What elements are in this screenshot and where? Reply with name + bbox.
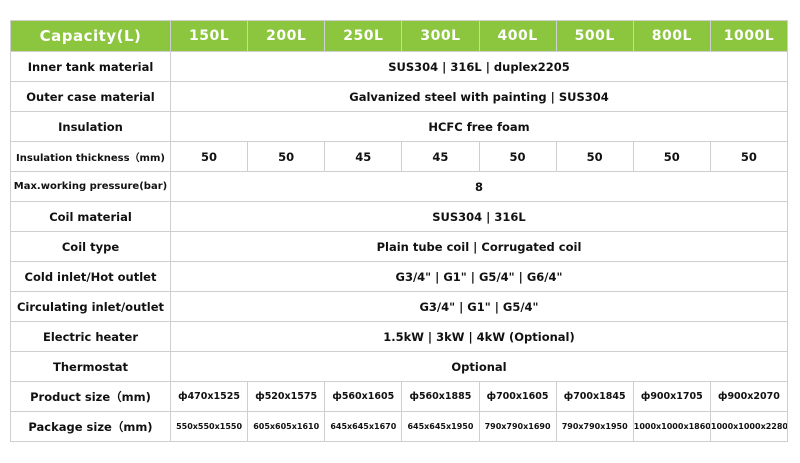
row-label-thermostat: Thermostat [10,351,171,382]
row-value-heater: 1.5kW | 3kW | 4kW (Optional) [170,321,788,352]
row-label-package-size: Package size（mm) [10,411,171,442]
row-value-cold-inlet: G3/4" | G1" | G5/4" | G6/4" [170,261,788,292]
row-label-insulation-thickness: Insulation thickness（mm) [10,141,171,172]
cell-value: ф900x1705 [632,381,711,412]
row-label-insulation: Insulation [10,111,171,142]
row-value-coil-type: Plain tube coil | Corrugated coil [170,231,788,262]
cell-value: ф520x1575 [247,381,326,412]
cell-value: 50 [169,141,249,172]
table-row: Coil type Plain tube coil | Corrugated c… [10,231,788,262]
table-row: Max.working pressure(bar) 8 [10,171,788,202]
row-label-max-pressure: Max.working pressure(bar) [10,171,171,202]
size-header: 300L [401,20,480,52]
cell-value: 45 [324,141,403,172]
row-value-coil-material: SUS304 | 316L [170,201,788,232]
row-label-coil-type: Coil type [10,231,171,262]
size-header: 150L [169,20,249,52]
cell-value: 790x790x1690 [478,411,557,442]
row-label-product-size: Product size（mm) [10,381,171,412]
table-row: Coil material SUS304 | 316L [10,201,788,232]
header-row: Capacity(L) 150L 200L 250L 300L 400L 500… [10,20,789,52]
row-label-coil-material: Coil material [10,201,171,232]
row-value-insulation: HCFC free foam [170,111,788,142]
cell-value: ф700x1845 [555,381,634,412]
cell-value: 645x645x1670 [324,411,403,442]
cell-value: ф560x1605 [324,381,403,412]
cell-value: 1000x1000x2280 [709,411,789,442]
capacity-header: Capacity(L) [10,20,171,52]
cell-value: 50 [478,141,557,172]
size-header: 800L [632,20,711,52]
table-row: Inner tank material SUS304 | 316L | dupl… [10,51,788,82]
cell-value: 1000x1000x1860 [632,411,711,442]
cell-value: 790x790x1950 [555,411,634,442]
row-value-circulating: G3/4" | G1" | G5/4" [170,291,788,322]
cell-value: ф700x1605 [478,381,557,412]
cell-value: 645x645x1950 [401,411,480,442]
row-label-circulating: Circulating inlet/outlet [10,291,171,322]
table-row: Circulating inlet/outlet G3/4" | G1" | G… [10,291,788,322]
size-header: 1000L [709,20,789,52]
cell-value: 50 [247,141,326,172]
row-value-outer-case: Galvanized steel with painting | SUS304 [170,81,788,112]
spec-sheet: Capacity(L) 150L 200L 250L 300L 400L 500… [10,20,789,442]
cell-value: 50 [555,141,634,172]
row-label-heater: Electric heater [10,321,171,352]
table-row: Insulation HCFC free foam [10,111,788,142]
size-header: 250L [324,20,403,52]
table-row: Electric heater 1.5kW | 3kW | 4kW (Optio… [10,321,788,352]
table-row: Package size（mm) 550x550x1550 605x605x16… [10,411,789,442]
cell-value: 550x550x1550 [169,411,249,442]
row-value-thermostat: Optional [170,351,788,382]
size-header: 200L [247,20,326,52]
size-header: 500L [555,20,634,52]
table-row: Insulation thickness（mm) 50 50 45 45 50 … [10,141,789,172]
table-row: Thermostat Optional [10,351,788,382]
row-value-max-pressure: 8 [170,171,788,202]
cell-value: ф560x1885 [401,381,480,412]
size-header: 400L [478,20,557,52]
cell-value: 50 [709,141,789,172]
row-label-outer-case: Outer case material [10,81,171,112]
table-row: Product size（mm) ф470x1525 ф520x1575 ф56… [10,381,789,412]
cell-value: 605x605x1610 [247,411,326,442]
table-row: Outer case material Galvanized steel wit… [10,81,788,112]
cell-value: ф900x2070 [709,381,789,412]
spec-table: Capacity(L) 150L 200L 250L 300L 400L 500… [10,20,789,442]
row-label-inner-tank: Inner tank material [10,51,171,82]
cell-value: 50 [632,141,711,172]
row-value-inner-tank: SUS304 | 316L | duplex2205 [170,51,788,82]
row-label-cold-inlet: Cold inlet/Hot outlet [10,261,171,292]
cell-value: 45 [401,141,480,172]
cell-value: ф470x1525 [169,381,249,412]
table-row: Cold inlet/Hot outlet G3/4" | G1" | G5/4… [10,261,788,292]
